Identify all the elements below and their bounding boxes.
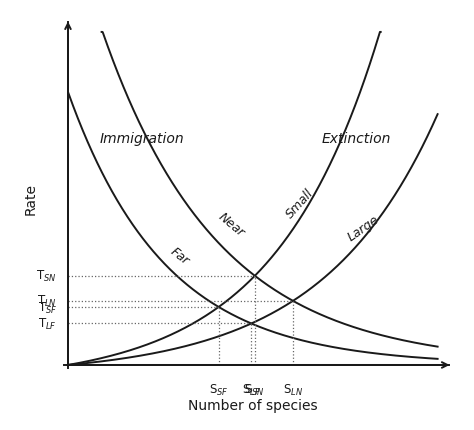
Text: T$_{LN}$: T$_{LN}$ [37, 294, 57, 309]
Text: Small: Small [284, 186, 317, 220]
Text: Number of species: Number of species [188, 398, 318, 412]
Text: T$_{SN}$: T$_{SN}$ [36, 269, 57, 284]
Text: Large: Large [345, 212, 382, 243]
Text: Immigration: Immigration [100, 132, 184, 146]
Text: Rate: Rate [24, 183, 38, 215]
Text: Extinction: Extinction [321, 132, 391, 146]
Text: T$_{LF}$: T$_{LF}$ [38, 316, 57, 331]
Text: S$_{LF}$: S$_{LF}$ [242, 382, 261, 397]
Text: T$_{SF}$: T$_{SF}$ [37, 300, 57, 315]
Text: S$_{LN}$: S$_{LN}$ [283, 382, 303, 397]
Text: Far: Far [168, 245, 191, 267]
Text: Near: Near [216, 209, 247, 239]
Text: S$_{SN}$: S$_{SN}$ [245, 382, 265, 397]
Text: S$_{SF}$: S$_{SF}$ [209, 382, 228, 397]
